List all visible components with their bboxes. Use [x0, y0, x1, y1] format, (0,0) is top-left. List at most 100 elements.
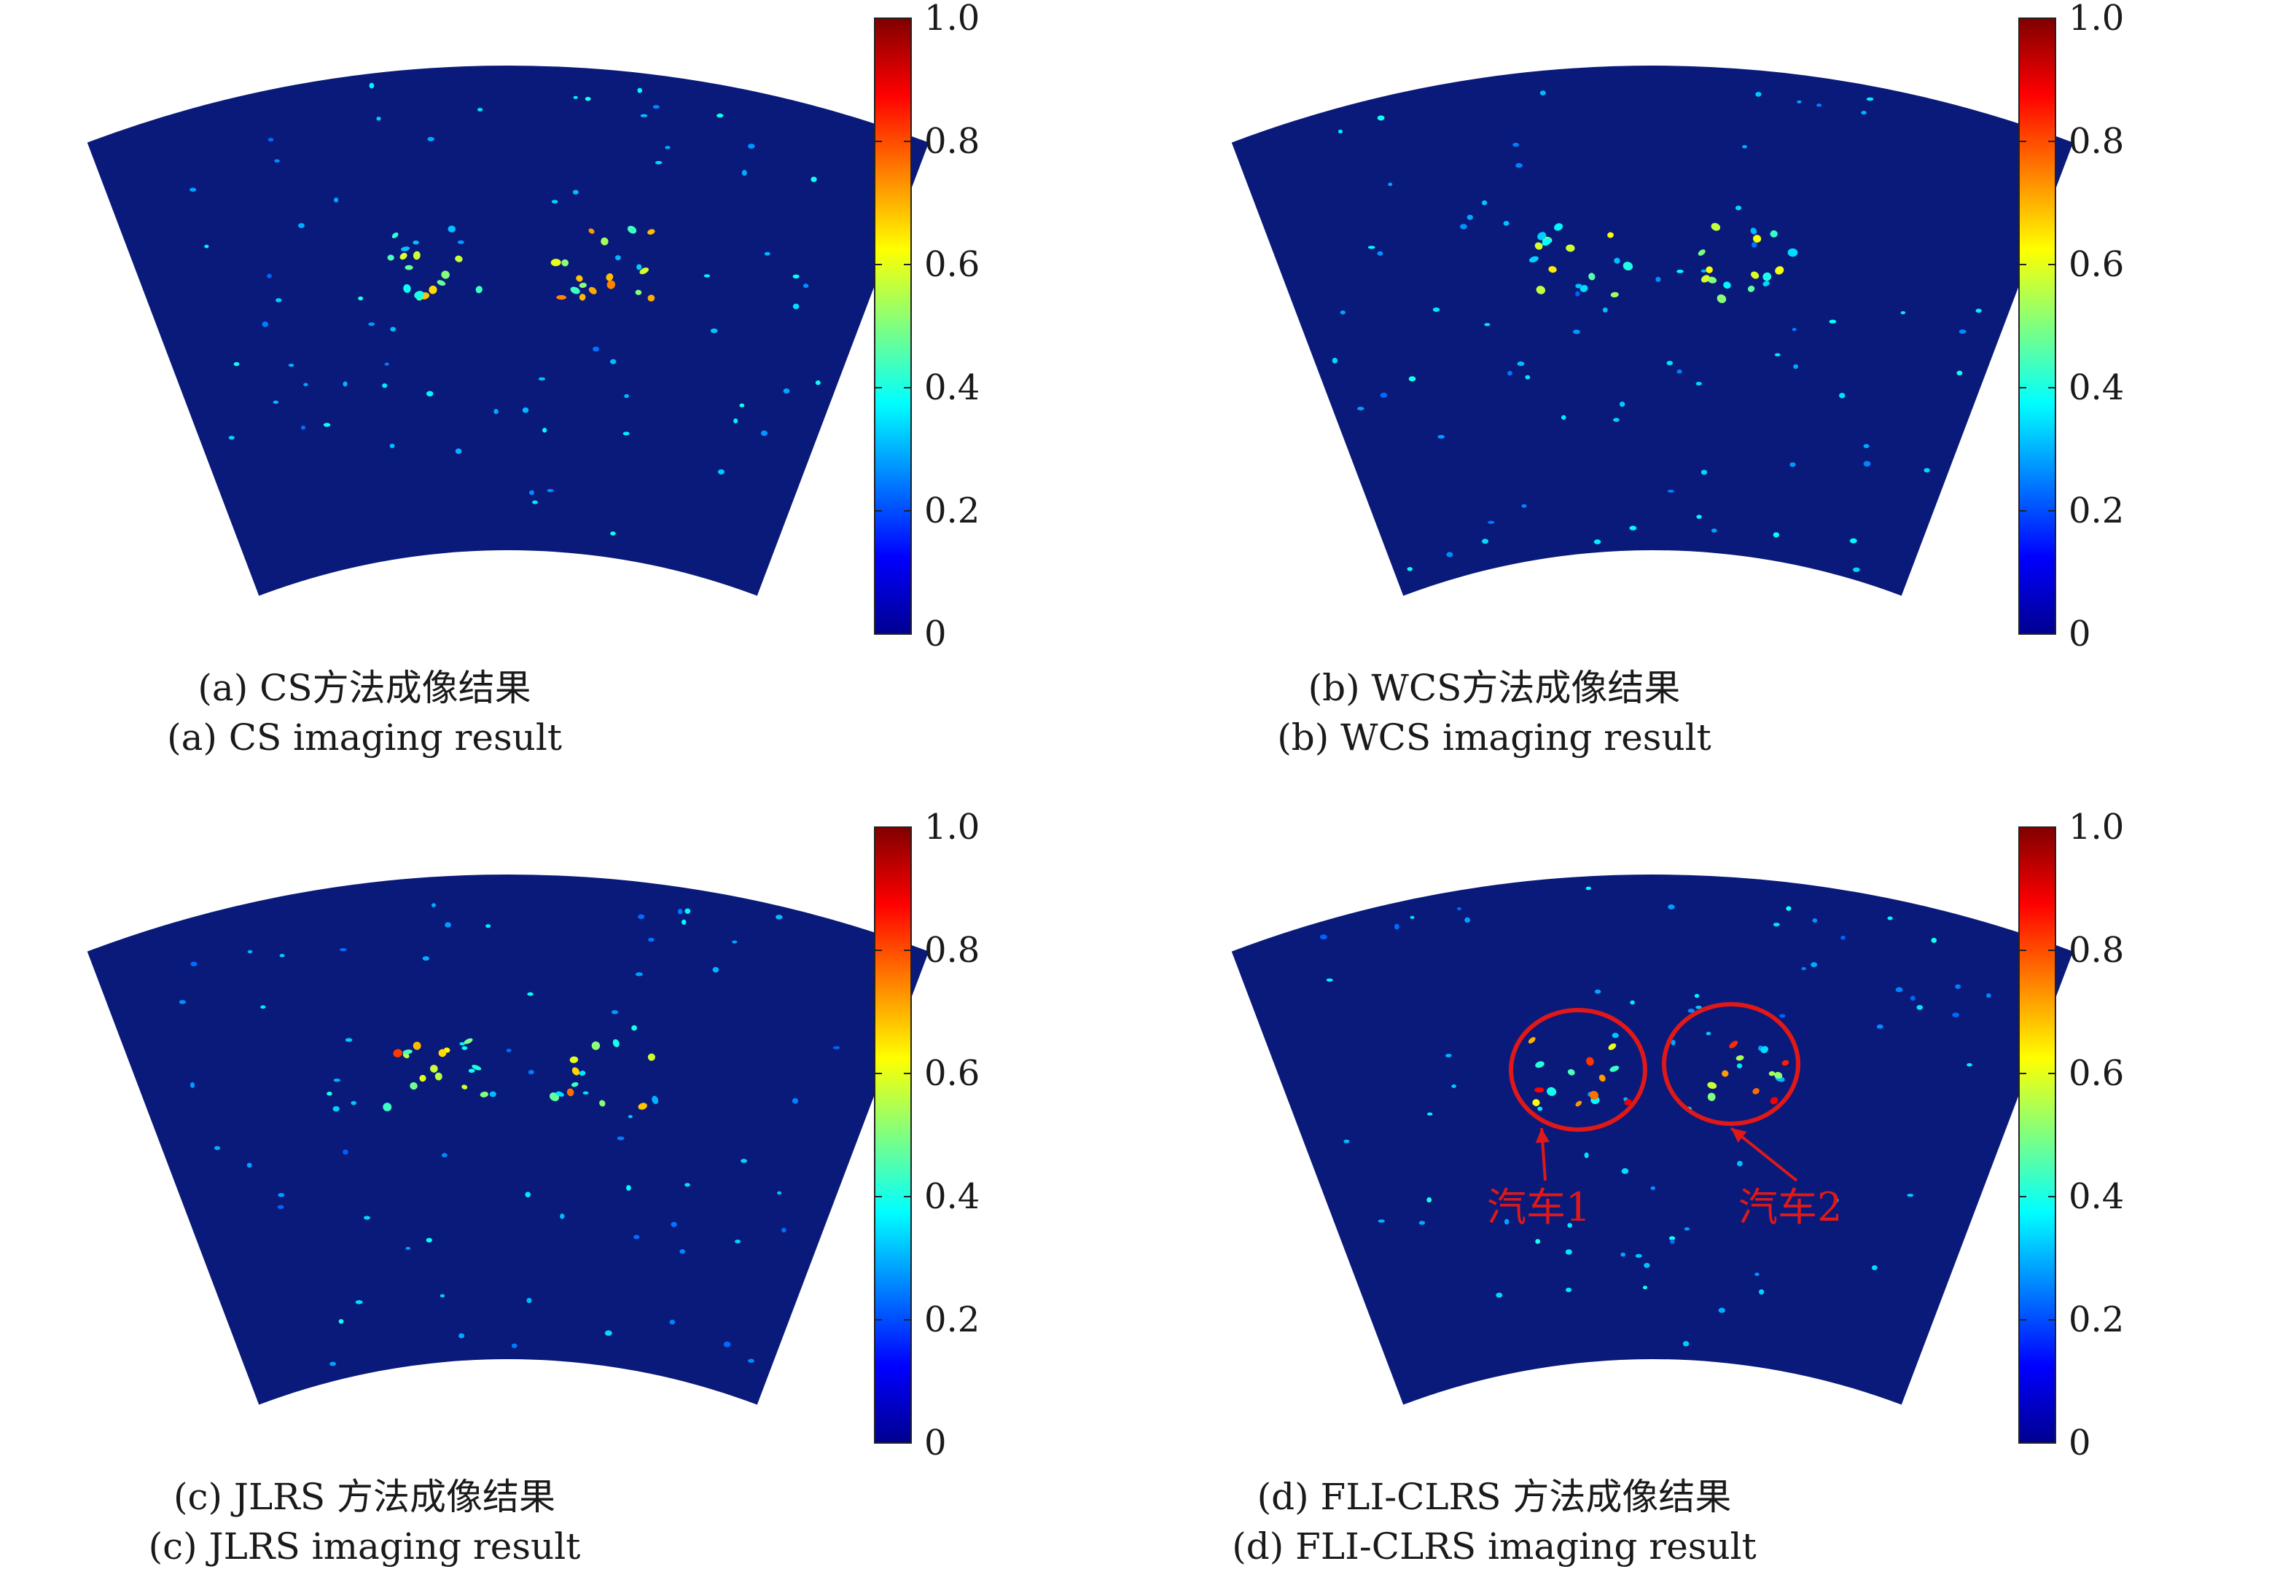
target-point: [1554, 223, 1563, 231]
scatter-point: [1644, 1262, 1650, 1268]
target-point: [570, 286, 580, 294]
scatter-point: [792, 274, 800, 279]
target-point: [1528, 256, 1539, 263]
figure-panel-d: 0 0.2 0.4 0.6 0.8 1.0 汽车1 汽车2 (d) FLI-CLRS 方法成像…: [1144, 807, 2292, 1596]
scatter-point: [1394, 923, 1399, 930]
figure-panel-c: 0 0.2 0.4 0.6 0.8 1.0 (c) JLRS 方法成像结果 (c) JLR…: [0, 807, 1148, 1596]
scatter-point: [323, 423, 331, 427]
scatter-point: [1343, 1139, 1350, 1143]
target-point: [1781, 1060, 1789, 1066]
scatter-point: [228, 436, 235, 440]
scatter-point: [1388, 182, 1393, 187]
colorbar-tick-label: 0.6: [2069, 244, 2124, 285]
scatter-point: [777, 1191, 782, 1195]
scatter-point: [1380, 392, 1388, 398]
scatter-point: [610, 531, 616, 536]
scatter-point: [1666, 360, 1674, 366]
scatter-point: [1517, 361, 1525, 367]
scatter-point: [1567, 1223, 1572, 1228]
scatter-point: [1635, 1253, 1642, 1258]
target-point: [1700, 275, 1710, 283]
scatter-point: [333, 1078, 340, 1082]
target-point: [1535, 1061, 1545, 1068]
scatter-point: [723, 1341, 731, 1347]
scatter-point: [1572, 329, 1580, 335]
target-point: [403, 283, 411, 293]
target-point: [561, 259, 569, 267]
scatter-point: [1755, 92, 1762, 97]
scatter-point: [277, 1205, 284, 1209]
colorbar-tick-label: 0.2: [2069, 1299, 2124, 1340]
scatter-point: [1378, 1219, 1385, 1223]
scatter-point: [1432, 307, 1440, 312]
colorbar-tick-label: 0.8: [924, 121, 980, 162]
target-point: [638, 1103, 647, 1110]
target-point: [1608, 1043, 1617, 1050]
scatter-point: [489, 1091, 496, 1098]
target-cluster-1: [1528, 223, 1633, 298]
scatter-point: [710, 328, 718, 334]
imaging-plot-a: 0 0.2 0.4 0.6 0.8 1.0: [87, 0, 980, 654]
scatter-point: [1876, 1024, 1883, 1029]
imaging-sector: [1231, 874, 2074, 1405]
target-point: [571, 1067, 580, 1076]
scatter-point: [739, 403, 745, 407]
target-point: [399, 252, 407, 260]
scatter-point: [1751, 241, 1757, 248]
scatter-point: [1668, 1236, 1676, 1240]
target-point: [556, 294, 566, 300]
scatter-point: [733, 418, 738, 423]
target-point: [419, 1075, 426, 1082]
scatter-point: [339, 947, 347, 952]
target-point: [1532, 1099, 1540, 1106]
scatter-point: [636, 264, 642, 270]
scatter-point: [338, 1318, 344, 1324]
scatter-point: [1621, 1168, 1629, 1174]
scatter-point: [526, 1297, 532, 1304]
target-point: [413, 251, 421, 260]
scatter-point: [1924, 468, 1930, 473]
target-point: [1537, 232, 1547, 240]
target-point: [1547, 1087, 1557, 1096]
scatter-point: [1584, 1152, 1589, 1159]
scatter-point: [1670, 1239, 1675, 1244]
colorbar: [2018, 17, 2056, 635]
target-point: [1747, 285, 1755, 292]
scatter-point: [614, 255, 621, 261]
scatter-point: [1696, 515, 1702, 520]
scatter-point: [1671, 1039, 1676, 1046]
scatter-point: [368, 322, 375, 326]
scatter-point: [628, 1114, 633, 1119]
scatter-point: [1695, 1006, 1702, 1009]
scatter-point: [477, 108, 483, 112]
target-point: [413, 1041, 421, 1050]
scatter-point: [648, 937, 655, 942]
target-point: [1787, 248, 1798, 257]
imaging-plot-b: 0 0.2 0.4 0.6 0.8 1.0: [1231, 0, 2124, 654]
target-point: [1717, 294, 1727, 303]
scatter-point: [1682, 1341, 1690, 1347]
scatter-point: [1700, 469, 1708, 475]
scatter-point: [1612, 1033, 1619, 1038]
scatter-point: [1482, 539, 1489, 544]
scatter-point: [1602, 307, 1608, 313]
scatter-point: [1684, 1227, 1690, 1231]
scatter-point: [832, 1046, 840, 1049]
scatter-point: [506, 1049, 512, 1052]
scatter-point: [426, 391, 434, 396]
scatter-point: [528, 490, 534, 496]
target-point: [400, 246, 410, 251]
target-point: [1751, 271, 1760, 279]
scatter-point: [1565, 1287, 1572, 1293]
target-point: [1609, 1065, 1620, 1072]
scatter-point: [792, 1098, 799, 1104]
scatter-point: [1792, 327, 1797, 332]
scatter-point: [638, 914, 645, 920]
imaging-sector: [87, 874, 929, 1405]
scatter-point: [1797, 100, 1802, 103]
scatter-point: [1620, 1252, 1626, 1257]
scatter-point: [276, 298, 282, 302]
target-point: [647, 294, 655, 302]
annotation-1: 汽车1: [1487, 1008, 1647, 1230]
annotation-label: 汽车1: [1487, 1184, 1590, 1230]
